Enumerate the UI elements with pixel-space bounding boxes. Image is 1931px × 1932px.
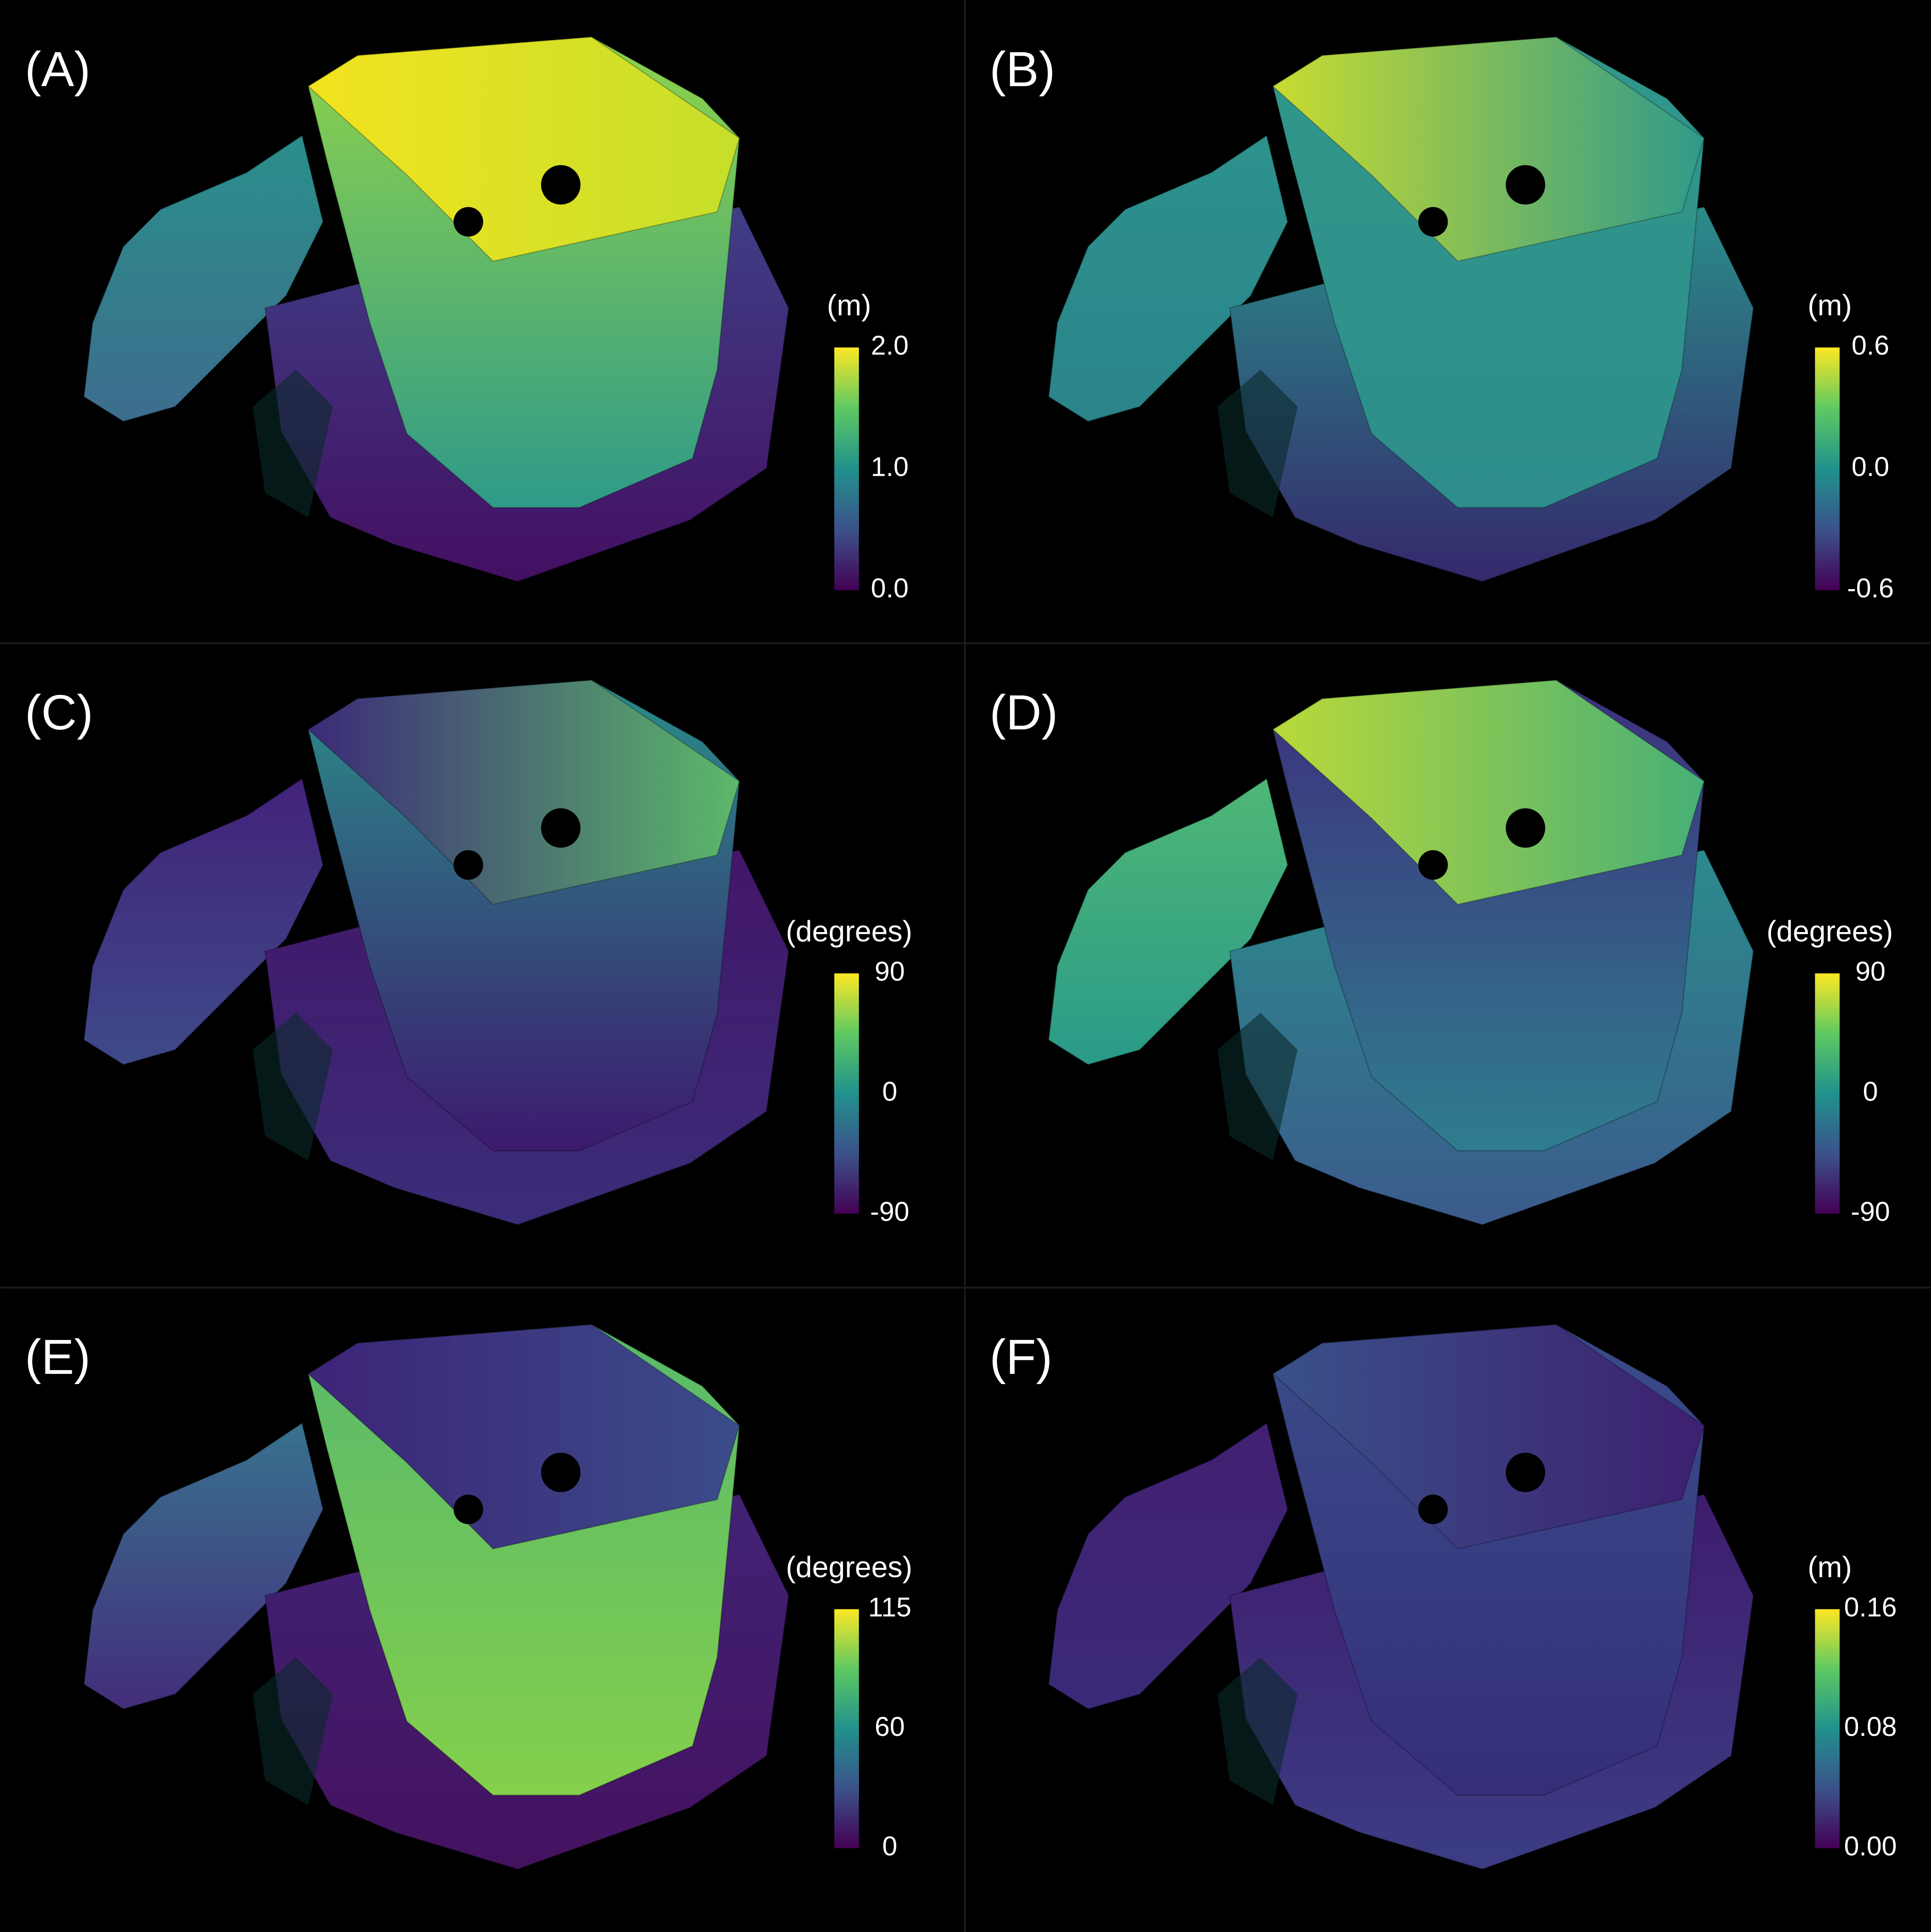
colorbar [1815, 1609, 1840, 1848]
colorbar-tick-label: 90 [875, 956, 905, 986]
panel-label: (A) [25, 42, 91, 97]
colorbar-tick-label: 0.08 [1844, 1711, 1897, 1742]
mesh-hole [453, 1494, 483, 1525]
panel-label: (B) [990, 42, 1055, 97]
panel: (B) (m)0.6 0.0 -0.6 [990, 36, 1894, 603]
mesh-gap [253, 1013, 333, 1161]
mesh-wing [1048, 134, 1288, 422]
colorbar-unit: (degrees) [786, 1550, 912, 1584]
mesh-top [1271, 1324, 1705, 1550]
panel-label: (F) [990, 1329, 1053, 1384]
mesh-hole [541, 1452, 581, 1492]
mesh-gap [253, 1657, 333, 1805]
mesh-gap [1217, 369, 1298, 518]
mesh-top [307, 680, 740, 905]
colorbar-tick-label: 0 [882, 1076, 898, 1106]
colorbar-tick-label: 1.0 [871, 451, 909, 482]
colorbar-tick-label: 0.0 [871, 573, 909, 603]
mesh-top [307, 1324, 740, 1550]
colorbar-tick-label: 0 [1863, 1076, 1878, 1106]
colorbar-tick-label: 90 [1855, 956, 1886, 986]
colorbar-unit: (degrees) [1766, 915, 1893, 948]
panel: (A) (m)2.0 1.0 0.0 [25, 36, 909, 603]
mesh-top [307, 36, 740, 262]
panel-label: (E) [25, 1329, 91, 1384]
colorbar-unit: (m) [1808, 289, 1852, 322]
mesh-render [1048, 680, 1754, 1226]
mesh-render [1048, 1324, 1754, 1870]
colorbar-tick-label: 0.6 [1852, 330, 1889, 361]
colorbar [834, 973, 859, 1214]
mesh-wing [83, 778, 324, 1065]
panel: (D) (degrees) 90 0 -90 [990, 680, 1893, 1227]
colorbar-tick-label: -0.6 [1847, 573, 1894, 603]
colorbar [834, 347, 859, 590]
colorbar-tick-label: -90 [1851, 1196, 1890, 1227]
colorbar-tick-label: 0 [882, 1831, 898, 1861]
mesh-hole [453, 850, 483, 880]
mesh-gap [253, 369, 333, 518]
mesh-top [1271, 680, 1705, 905]
mesh-hole [1418, 850, 1448, 880]
mesh-gap [1217, 1657, 1298, 1805]
colorbar-unit: (m) [827, 289, 871, 322]
colorbar-tick-label: 0.0 [1852, 451, 1889, 482]
colorbar [1815, 347, 1840, 590]
colorbar-tick-label: 0.00 [1844, 1831, 1897, 1861]
mesh-wing [1048, 778, 1288, 1065]
mesh-render [83, 680, 789, 1226]
colorbar [1815, 973, 1840, 1214]
mesh-hole [1505, 1452, 1545, 1492]
mesh-render [1048, 36, 1754, 582]
mesh-wing [83, 1422, 324, 1710]
mesh-gap [1217, 1013, 1298, 1161]
panel: (C) (degrees) 90 0 -90 [25, 680, 912, 1227]
panel: (E) (degrees) 115 60 0 [25, 1324, 912, 1870]
mesh-hole [1505, 165, 1545, 205]
mesh-hole [1418, 207, 1448, 237]
colorbar-tick-label: 2.0 [871, 330, 909, 361]
mesh-hole [541, 165, 581, 205]
colorbar [834, 1609, 859, 1848]
panel-label: (C) [25, 685, 93, 740]
mesh-wing [83, 134, 324, 422]
mesh-wing [1048, 1422, 1288, 1710]
mesh-hole [453, 207, 483, 237]
colorbar-tick-label: -90 [870, 1196, 909, 1227]
colorbar-tick-label: 60 [875, 1711, 905, 1742]
panel: (F) (m) 0.16 0.08 0.00 [990, 1324, 1897, 1870]
mesh-hole [1418, 1494, 1448, 1525]
colorbar-unit: (degrees) [786, 915, 912, 948]
colorbar-unit: (m) [1808, 1550, 1852, 1584]
mesh-hole [1505, 808, 1545, 848]
mesh-render [83, 1324, 789, 1870]
colorbar-tick-label: 0.16 [1844, 1592, 1897, 1622]
colorbar-tick-label: 115 [868, 1592, 912, 1622]
mesh-render [83, 36, 789, 582]
panel-label: (D) [990, 685, 1058, 740]
mesh-hole [541, 808, 581, 848]
mesh-top [1271, 36, 1705, 262]
